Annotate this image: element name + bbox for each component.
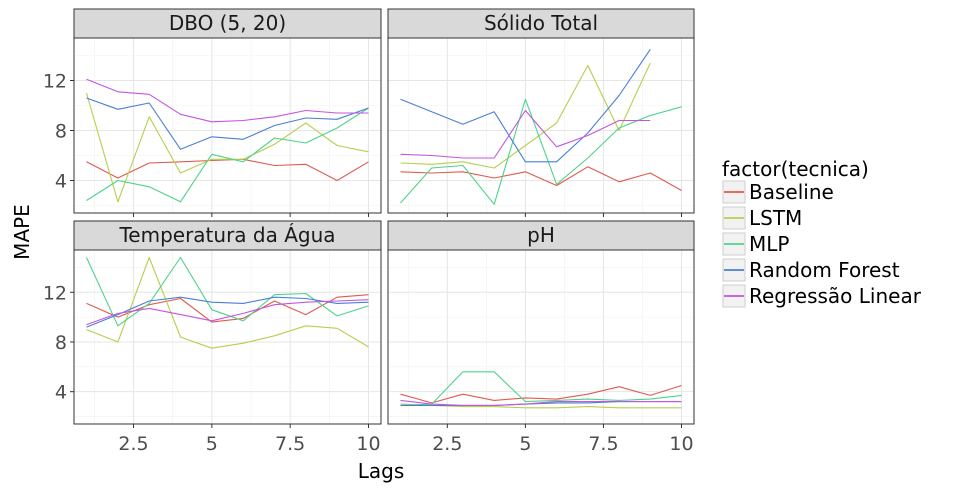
y-axis-title: MAPE xyxy=(10,204,34,260)
legend-item-baseline: Baseline xyxy=(722,180,834,204)
legend-label: LSTM xyxy=(749,206,802,230)
x-tick-label: 5 xyxy=(206,433,218,455)
y-tick-label: 8 xyxy=(55,121,67,143)
series-line-lstm xyxy=(85,92,369,203)
series-line-mlp xyxy=(86,107,369,203)
strip-dbo-5-20 xyxy=(73,8,382,39)
series-line-lstm xyxy=(86,256,369,349)
panel-solido-total: Sólido Total xyxy=(387,8,695,217)
facet-panels: DBO (5, 20) 4 8 12 Sólido Total Temperatura d… xyxy=(43,8,695,455)
series-line-baseline xyxy=(400,166,682,191)
x-tick-label: 10 xyxy=(356,433,380,455)
x-tick-label: 2.5 xyxy=(432,433,462,455)
x-tick-label: 2.5 xyxy=(118,433,148,455)
legend-label: Baseline xyxy=(749,180,834,204)
y-tick-label: 12 xyxy=(43,71,67,93)
series-line-regressao-linear xyxy=(400,399,682,406)
x-tick-label: 10 xyxy=(669,433,693,455)
strip-title-solido-total: Sólido Total xyxy=(484,11,598,35)
plot-background-ph xyxy=(388,250,694,424)
series-line-regressao-linear xyxy=(86,299,369,326)
panel-temperatura-da-agua: Temperatura da Água 2.5 5 7.5 10 4 8 12 xyxy=(43,220,382,455)
legend-item-random-forest: Random Forest xyxy=(722,258,900,282)
series-line-mlp xyxy=(400,371,682,406)
series-line-random-forest xyxy=(86,97,369,150)
x-axis-title: Lags xyxy=(358,459,405,483)
panel-border-temperatura-da-agua xyxy=(73,249,382,425)
series-line-mlp xyxy=(400,98,682,205)
series-line-random-forest xyxy=(400,48,651,163)
series-line-regressao-linear xyxy=(86,78,369,123)
panel-dbo-5-20: DBO (5, 20) 4 8 12 xyxy=(43,8,382,217)
y-tick-label: 4 xyxy=(55,382,67,404)
y-tick-label: 4 xyxy=(55,171,67,193)
y-tick-label: 8 xyxy=(55,332,67,354)
legend-item-regressao-linear: Regressão Linear xyxy=(722,284,922,308)
strip-temperatura-da-agua xyxy=(73,220,382,251)
plot-background-temperatura-da-agua xyxy=(74,250,381,424)
series-line-lstm xyxy=(400,403,682,409)
series-line-random-forest xyxy=(86,296,369,328)
legend-title: factor(tecnica) xyxy=(722,157,869,181)
strip-solido-total xyxy=(387,8,695,39)
plot-background-dbo-5-20 xyxy=(74,38,381,213)
plot-background-solido-total xyxy=(388,38,694,213)
x-tick-label: 5 xyxy=(519,433,531,455)
strip-title-dbo-5-20: DBO (5, 20) xyxy=(169,11,286,35)
panel-border-solido-total xyxy=(387,37,695,214)
x-tick-label: 7.5 xyxy=(588,433,618,455)
panel-ph: pH 2.5 5 7.5 10 xyxy=(387,220,695,455)
series-line-mlp xyxy=(86,256,369,327)
legend-item-mlp: MLP xyxy=(722,232,789,256)
legend-label: Regressão Linear xyxy=(749,284,922,308)
series-line-baseline xyxy=(400,384,682,404)
legend-label: MLP xyxy=(749,232,789,256)
strip-title-ph: pH xyxy=(527,223,555,247)
legend-item-lstm: LSTM xyxy=(722,206,802,230)
strip-title-temperatura-da-agua: Temperatura da Água xyxy=(118,223,335,247)
x-tick-label: 7.5 xyxy=(275,433,305,455)
series-line-baseline xyxy=(86,158,369,182)
series-line-regressao-linear xyxy=(400,109,651,159)
panel-border-dbo-5-20 xyxy=(73,37,382,214)
y-tick-label: 12 xyxy=(43,282,67,304)
legend-label: Random Forest xyxy=(749,258,900,282)
panel-border-ph xyxy=(387,249,695,425)
